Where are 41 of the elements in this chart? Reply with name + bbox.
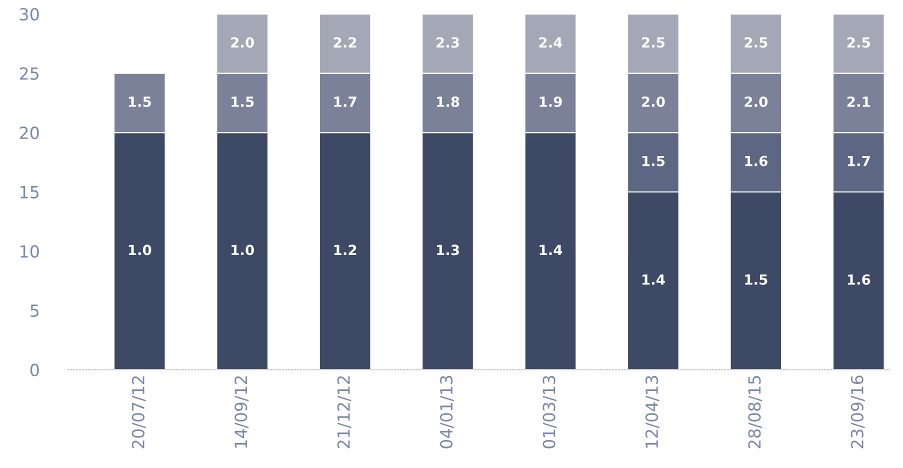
annotation: 1.0 (128, 244, 152, 256)
annotation: 1.0 (232, 244, 254, 256)
x-tick-label: 21/12/12 (337, 376, 352, 448)
annotation: 1.4 (540, 244, 562, 255)
annotation: 1.5 (642, 156, 665, 166)
annotation: 2.4 (539, 37, 562, 48)
annotation: 2.0 (231, 37, 254, 48)
y-tick-label: 15 (20, 186, 38, 198)
annotation: 2.5 (642, 37, 665, 48)
annotation: 1.7 (848, 156, 870, 166)
annotation: 1.5 (745, 274, 768, 285)
y-tick-label: 20 (20, 126, 39, 140)
x-tick-label: 12/04/13 (645, 376, 660, 448)
x-tick-label: 20/07/12 (132, 376, 146, 448)
annotation: 2.5 (744, 37, 768, 48)
annotation: 2.1 (847, 96, 870, 107)
annotation: 2.2 (334, 37, 356, 48)
y-tick-label: 25 (20, 67, 38, 80)
x-tick-label: 28/08/15 (748, 376, 762, 448)
annotation: 1.2 (334, 244, 356, 255)
y-tick-label: 30 (20, 8, 39, 21)
y-tick-label: 5 (30, 304, 38, 318)
annotation: 1.9 (540, 96, 562, 107)
annotation: 1.3 (437, 244, 459, 256)
annotation: 1.6 (848, 274, 870, 285)
x-tick-label: 04/01/13 (440, 376, 454, 448)
annotation: 1.4 (642, 274, 665, 285)
y-tick-label: 10 (20, 245, 39, 258)
annotation: 1.7 (334, 96, 356, 107)
annotation: 1.5 (128, 96, 151, 107)
annotation: 2.3 (436, 37, 459, 48)
x-tick-label: 01/03/13 (542, 376, 557, 448)
annotation: 1.8 (437, 96, 460, 107)
annotation: 1.5 (232, 96, 254, 107)
annotation: 2.0 (642, 96, 665, 107)
x-tick-label: 14/09/12 (234, 376, 248, 448)
y-tick-label: 0 (30, 364, 39, 376)
annotation: 2.5 (847, 37, 870, 48)
annotation: 2.0 (744, 96, 768, 107)
annotation: 1.6 (745, 156, 768, 166)
x-tick-label: 23/09/16 (850, 376, 865, 448)
